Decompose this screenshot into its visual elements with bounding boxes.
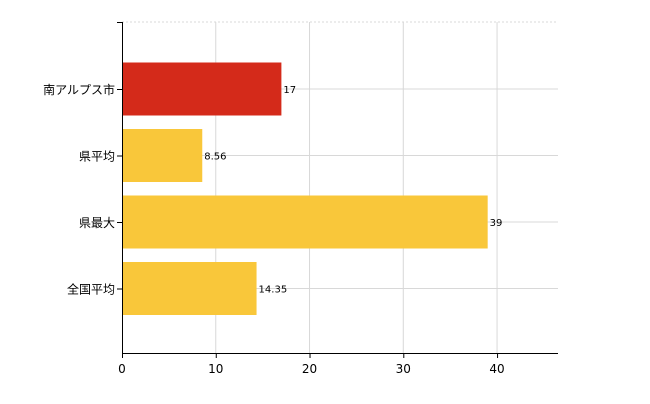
data-label: 17	[283, 85, 296, 96]
x-tick-label: 30	[396, 362, 411, 376]
category-label: 県平均	[79, 150, 115, 164]
grid-lines	[122, 21, 558, 353]
data-label: 39	[490, 218, 503, 229]
axes	[117, 22, 558, 358]
bars	[122, 62, 488, 315]
bar-2	[122, 195, 488, 249]
x-tick-label: 20	[302, 362, 317, 376]
x-tick-label: 0	[118, 362, 126, 376]
category-label: 南アルプス市	[43, 82, 115, 97]
data-label: 8.56	[204, 152, 226, 163]
x-tick-label: 40	[489, 362, 504, 376]
bar-1	[122, 129, 203, 182]
x-tick-label: 10	[208, 362, 223, 376]
bar-3	[122, 262, 257, 315]
bar-0	[122, 62, 282, 116]
data-label: 14.35	[259, 285, 288, 296]
category-label: 県最大	[79, 216, 115, 230]
category-label: 全国平均	[67, 282, 115, 297]
